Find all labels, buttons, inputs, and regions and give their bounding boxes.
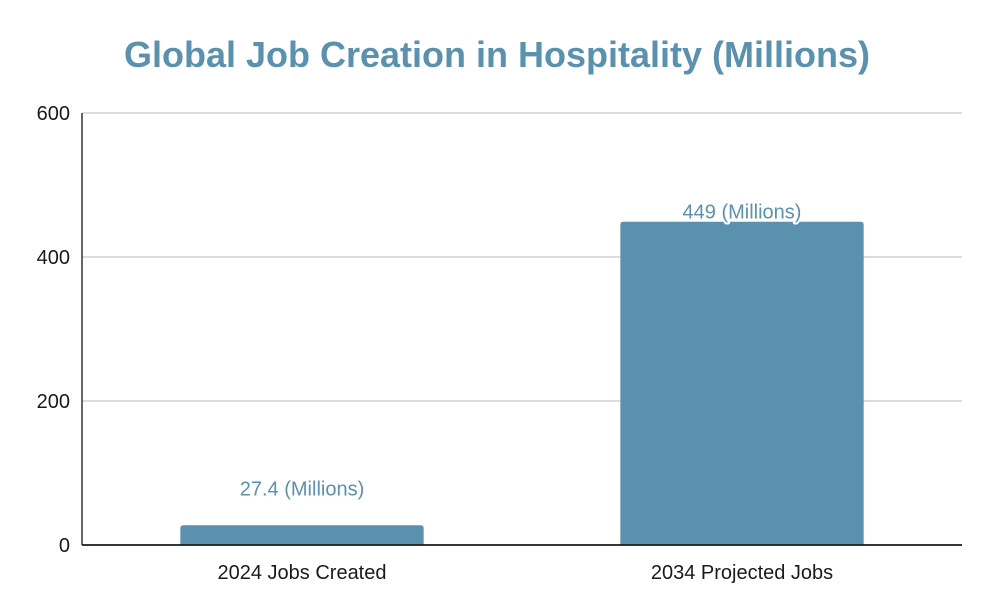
bar-2 [620, 221, 864, 545]
data-label-1: 27.4 (Millions) [240, 478, 364, 500]
data-labels: 27.4 (Millions)449 (Millions)449 (Millio… [240, 200, 804, 501]
data-label-halo: 449 (Millions) [683, 202, 802, 224]
bar-1 [180, 525, 424, 545]
y-tick-label: 400 [37, 247, 70, 269]
y-tick-label: 0 [59, 535, 70, 557]
x-category-label: 2034 Projected Jobs [651, 562, 833, 584]
x-axis-category-labels: 2024 Jobs Created 2034 Projected Jobs [217, 562, 833, 584]
y-tick-label: 200 [37, 391, 70, 413]
x-category-label: 2024 Jobs Created [217, 562, 386, 584]
bars [180, 221, 864, 545]
y-tick-label: 600 [37, 103, 70, 125]
data-label-2: 449 (Millions) [683, 202, 802, 224]
axes [81, 113, 962, 546]
chart-title: Global Job Creation in Hospitality (Mill… [123, 34, 871, 75]
y-axis-ticks: 0 200 400 600 [37, 103, 70, 557]
